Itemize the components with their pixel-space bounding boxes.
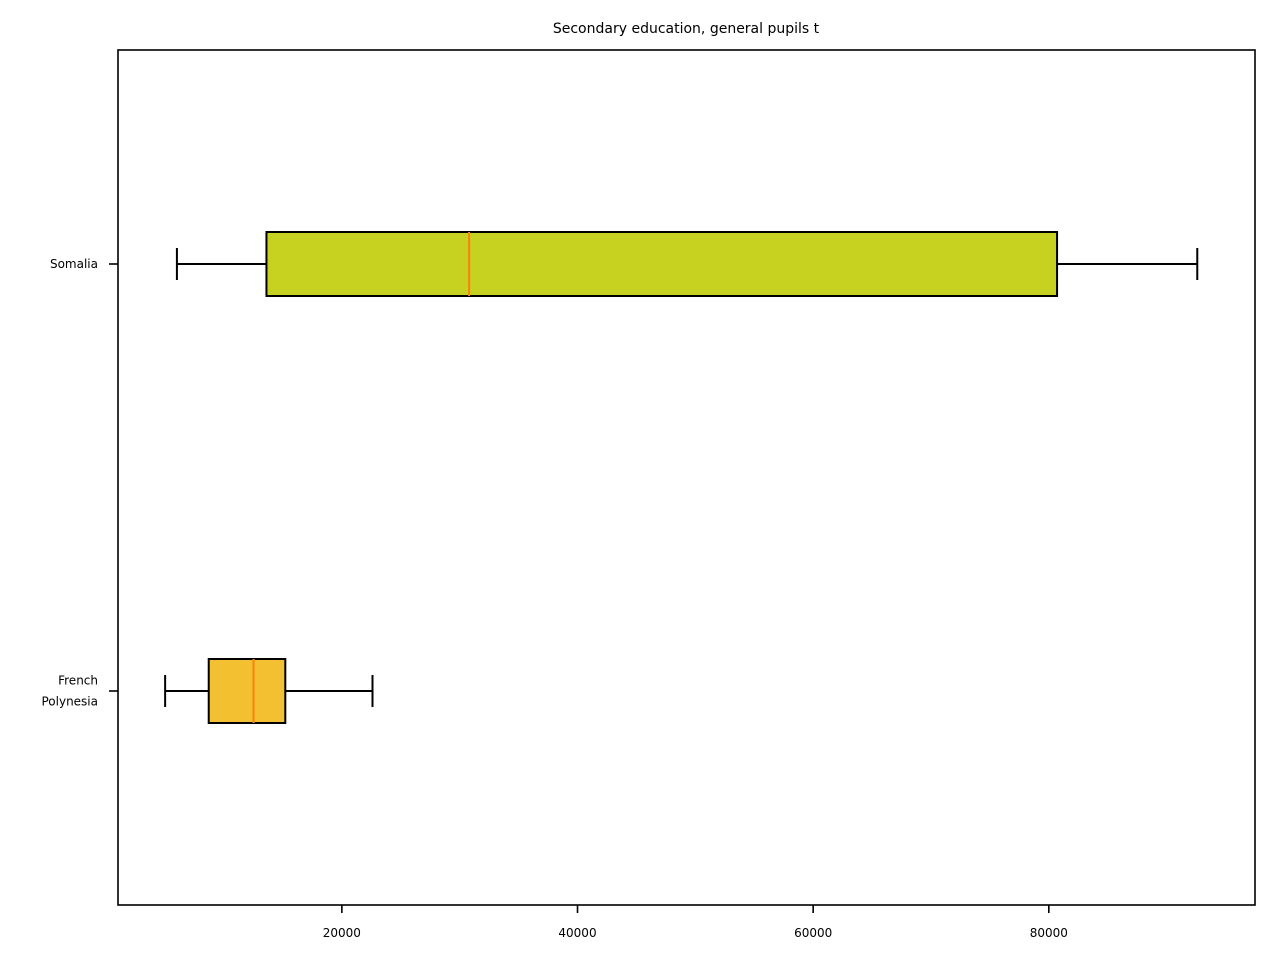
plot-frame — [117, 49, 1256, 906]
x-tick-label: 40000 — [558, 926, 596, 940]
chart-title: Secondary education, general pupils t — [553, 21, 820, 37]
x-tick-label: 80000 — [1030, 926, 1068, 940]
box-group — [175, 231, 1199, 297]
x-tick-label: 20000 — [323, 926, 361, 940]
plot-area — [164, 231, 1199, 724]
x-tick-label: 60000 — [794, 926, 832, 940]
box-iqr — [265, 231, 1059, 297]
box-iqr — [207, 658, 287, 724]
y-tick-label: French — [58, 674, 98, 688]
box-group — [164, 658, 374, 724]
axes: Somalia French Polynesia 20000 40000 60000 800… — [41, 257, 1067, 940]
y-tick-label: Somalia — [50, 257, 98, 271]
y-tick-label: Polynesia — [41, 695, 98, 709]
